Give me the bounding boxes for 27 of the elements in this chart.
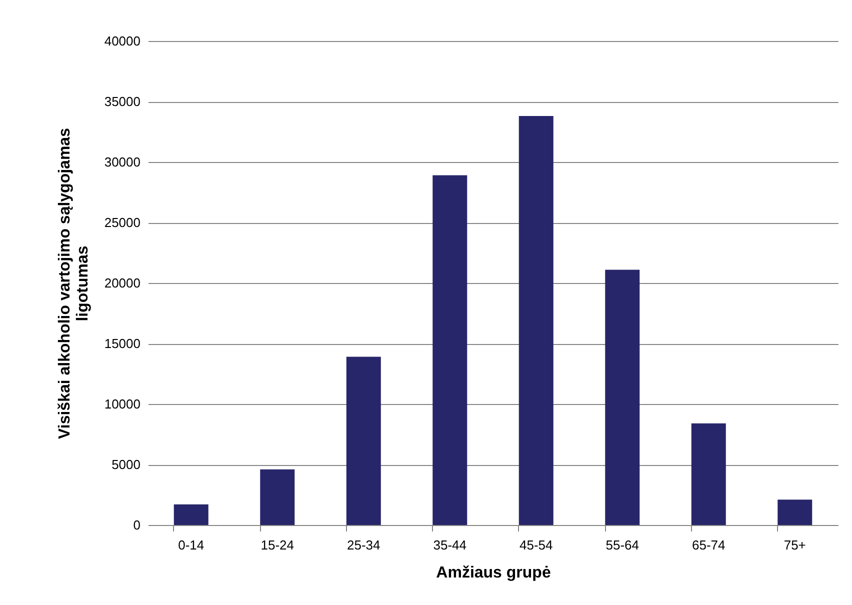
y-tick-label: 5000 <box>112 457 140 472</box>
x-tick-label: 65-74 <box>692 538 726 552</box>
x-tick-label: 0-14 <box>178 538 204 552</box>
bar <box>605 270 640 525</box>
y-tick-label: 10000 <box>104 396 140 412</box>
bar <box>346 356 381 525</box>
y-tick-label: 25000 <box>104 215 140 230</box>
x-tick-label: 15-24 <box>260 538 294 552</box>
y-tick-label: 20000 <box>104 276 140 290</box>
bar <box>518 116 554 525</box>
y-tick-label: 40000 <box>104 34 140 48</box>
y-tick-label: 30000 <box>104 154 140 170</box>
bar <box>778 500 812 525</box>
x-tick-label: 25-34 <box>347 538 380 552</box>
x-tick-label: 45-54 <box>520 538 553 552</box>
y-tick-label: 15000 <box>104 336 140 351</box>
x-tick-label: 55-64 <box>606 538 639 552</box>
bar <box>691 423 726 525</box>
x-tick-label: 35-44 <box>433 538 466 552</box>
y-axis-title: Visiškai alkoholio vartojimo sąlygojamas ligotumas <box>56 128 92 439</box>
bar <box>174 504 208 525</box>
bar <box>260 469 295 525</box>
x-tick-label: 75+ <box>784 538 806 552</box>
bar <box>432 175 468 525</box>
y-tick-label: 35000 <box>104 94 140 109</box>
y-tick-label: 0 <box>133 518 140 532</box>
x-axis-title: Amžiaus grupė <box>436 564 551 582</box>
